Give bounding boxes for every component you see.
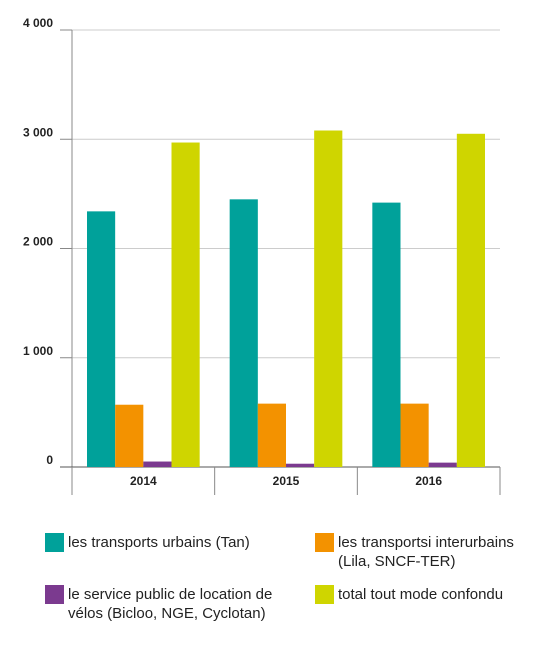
bar [87,211,116,467]
legend-item: les transportsi interurbains (Lila, SNCF… [315,533,545,571]
bar [286,463,315,467]
y-tick-label: 1 000 [23,344,53,358]
legend-item: les transports urbains (Tan) [45,533,285,552]
bar [171,142,200,467]
bar [143,461,172,467]
legend-swatch [315,533,334,552]
y-tick-label: 0 [46,453,53,467]
bar [400,403,429,467]
x-tick-label: 2015 [273,474,300,488]
y-tick-label: 4 000 [23,16,53,30]
bar [428,462,457,467]
legend-swatch [45,585,64,604]
legend-label: les transports urbains (Tan) [68,534,250,551]
chart: 0 1 000 2 000 3 000 4 000 2014 2015 2016 [23,16,501,495]
legend-item: le service public de location de vélos (… [45,585,285,623]
bar [257,403,286,467]
bar [372,202,401,468]
legend-item: total tout mode confondu [315,585,545,604]
bar [115,404,144,467]
bar [314,130,343,467]
legend-label: le service public de location de vélos (… [68,586,273,622]
legend-label: les transportsi interurbains (Lila, SNCF… [338,534,514,570]
legend-swatch [45,533,64,552]
y-tick-label: 3 000 [23,125,53,139]
bar [229,199,258,467]
y-tick-label: 2 000 [23,235,53,249]
legend-label: total tout mode confondu [338,586,504,603]
x-tick-label: 2016 [415,474,442,488]
bar [456,133,485,467]
legend-swatch [315,585,334,604]
x-tick-label: 2014 [130,474,157,488]
